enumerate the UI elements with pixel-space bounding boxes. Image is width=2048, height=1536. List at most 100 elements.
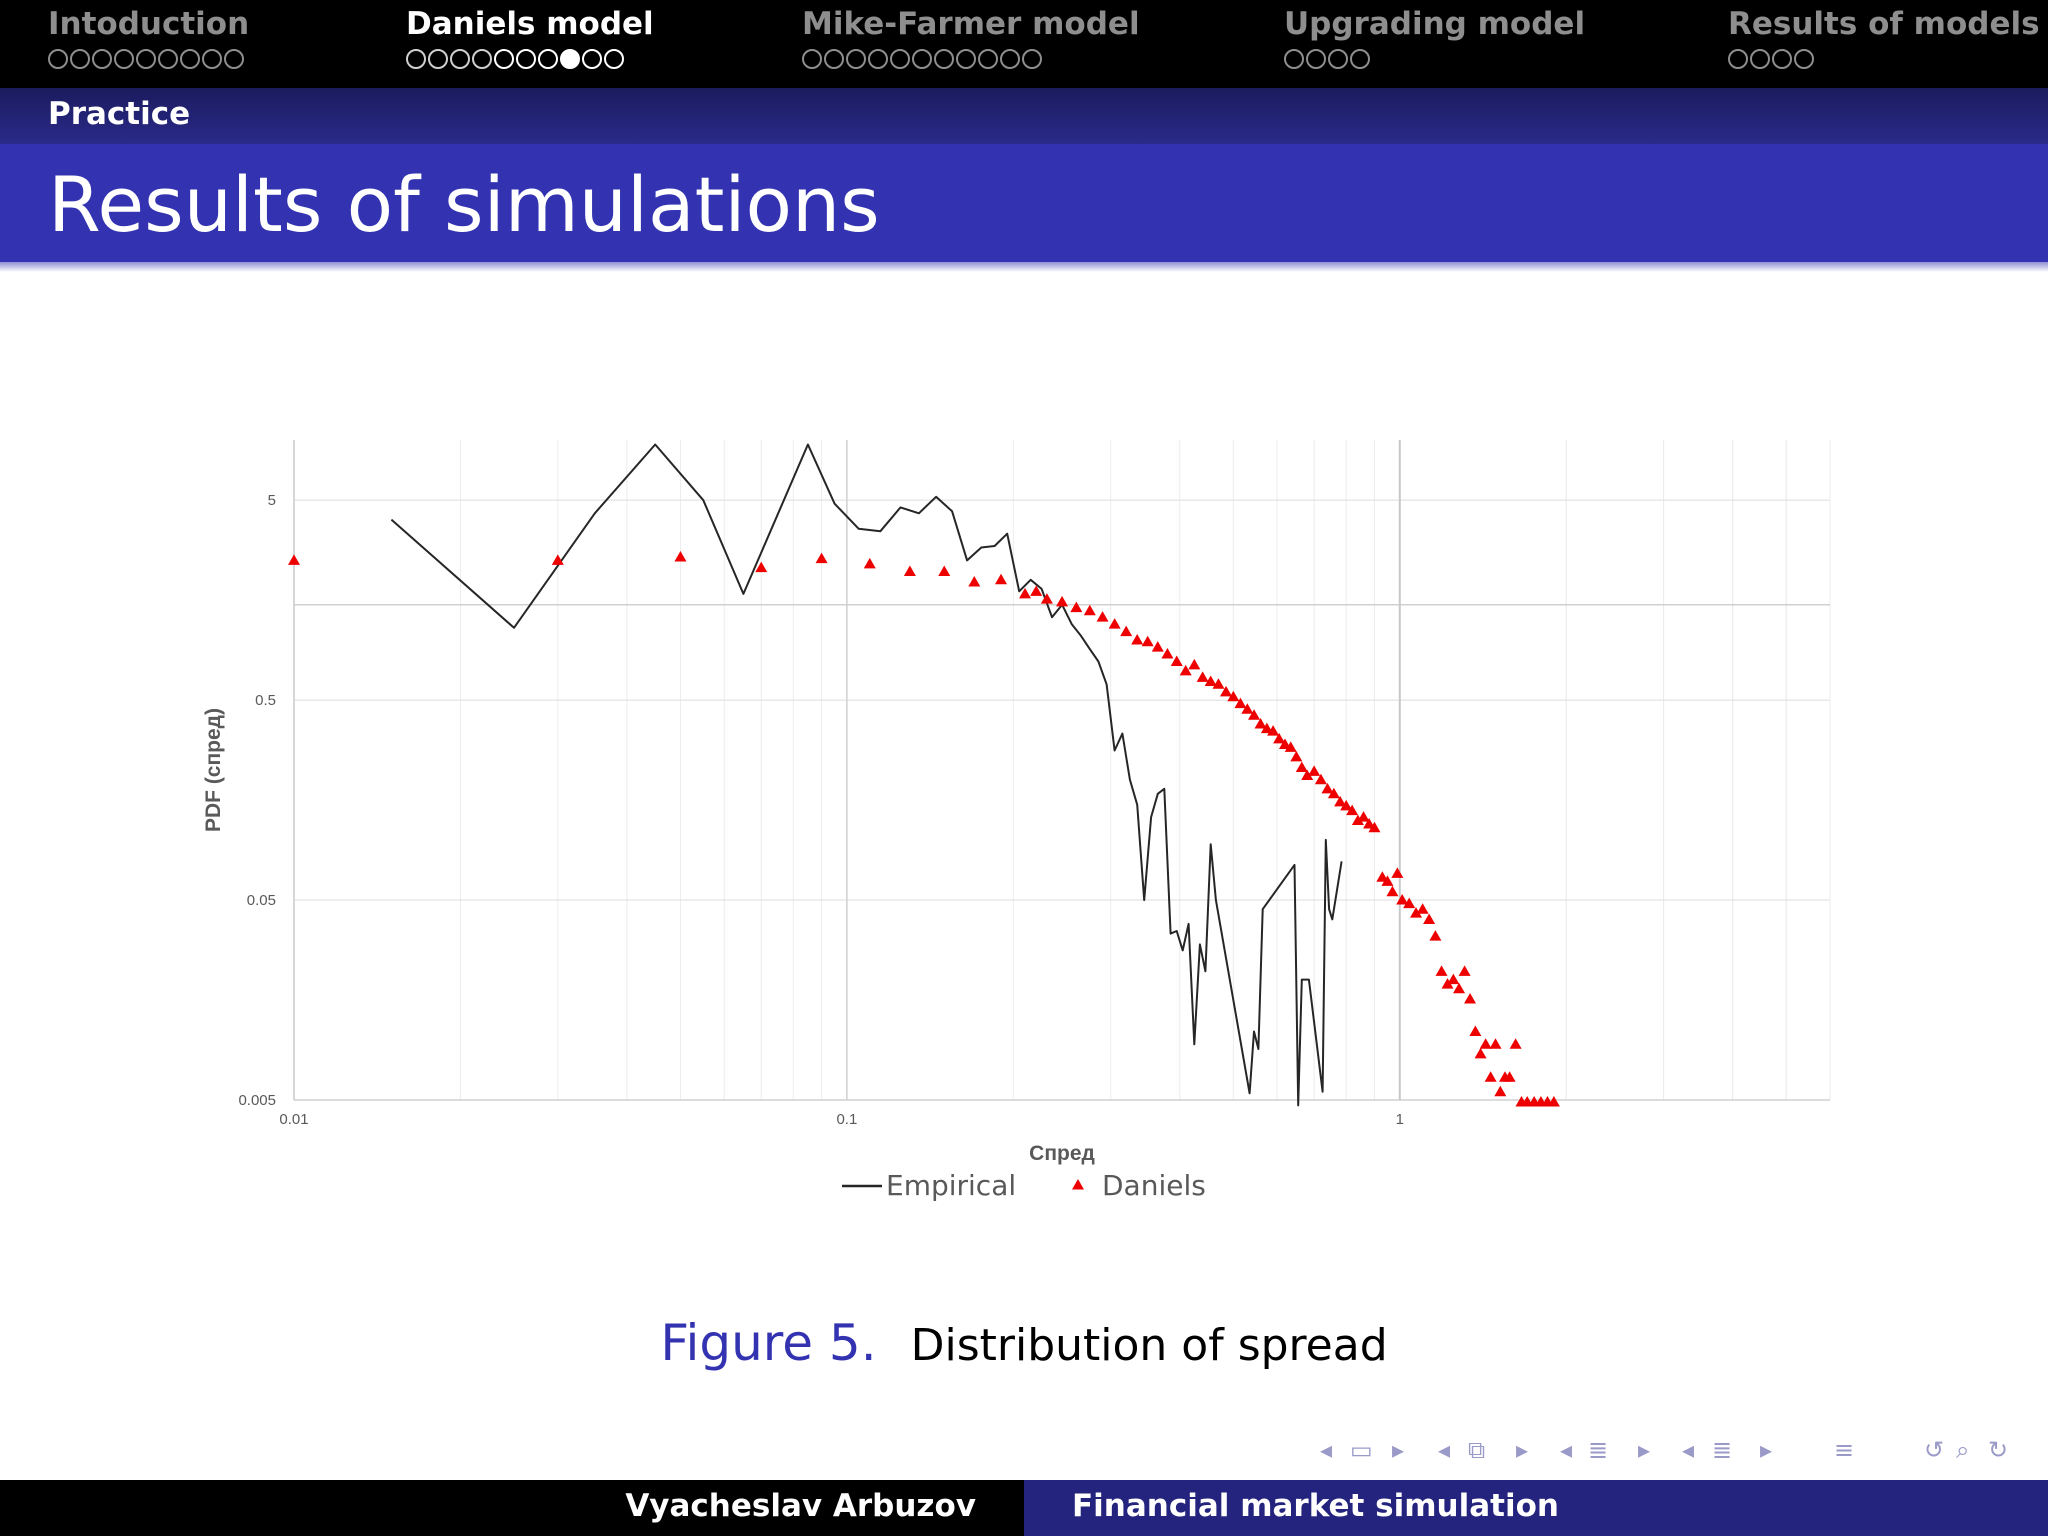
search-icon[interactable]: ⌕ bbox=[1956, 1436, 1970, 1464]
daniels-point bbox=[1489, 1038, 1502, 1049]
nav-left-icon[interactable]: ◂ bbox=[1320, 1436, 1333, 1464]
daniels-point bbox=[1030, 585, 1043, 596]
nav-section-title[interactable]: Results of models bbox=[1728, 6, 2040, 42]
nav-frame-dot[interactable] bbox=[890, 49, 910, 69]
subsection-title[interactable]: Practice bbox=[48, 96, 191, 132]
nav-frame-dot[interactable] bbox=[846, 49, 866, 69]
nav-frame-dot[interactable] bbox=[114, 49, 134, 69]
daniels-point bbox=[1120, 625, 1133, 637]
footer-title: Financial market simulation bbox=[1072, 1488, 1559, 1524]
nav-right-icon[interactable]: ▸ bbox=[1760, 1436, 1773, 1464]
nav-frame-dot[interactable] bbox=[582, 49, 602, 69]
nav-left-icon[interactable]: ◂ bbox=[1560, 1436, 1573, 1464]
nav-frame-dot[interactable] bbox=[494, 49, 514, 69]
daniels-point bbox=[1503, 1071, 1516, 1082]
daniels-point bbox=[1363, 818, 1376, 829]
nav-frame-dot[interactable] bbox=[1772, 49, 1792, 69]
daniels-point bbox=[1441, 978, 1454, 989]
daniels-point bbox=[1368, 821, 1381, 833]
nav-frame-dot[interactable] bbox=[538, 49, 558, 69]
subsection-icon[interactable]: ⧉ bbox=[1468, 1436, 1486, 1464]
nav-right-icon[interactable]: ▸ bbox=[1392, 1436, 1405, 1464]
footer-author: Vyacheslav Arbuzov bbox=[625, 1488, 976, 1524]
nav-frame-dot[interactable] bbox=[978, 49, 998, 69]
nav-frame-dot[interactable] bbox=[92, 49, 112, 69]
daniels-point bbox=[1453, 982, 1466, 994]
legend-swatch-daniels bbox=[1072, 1179, 1084, 1190]
daniels-point bbox=[755, 561, 768, 573]
nav-frame-dot[interactable] bbox=[472, 49, 492, 69]
daniels-point bbox=[674, 550, 687, 562]
nav-frame-dot[interactable] bbox=[560, 49, 580, 69]
nav-section-title[interactable]: Intoduction bbox=[48, 6, 250, 42]
nav-right-icon[interactable]: ▸ bbox=[1516, 1436, 1529, 1464]
daniels-point bbox=[1308, 765, 1321, 776]
nav-section-title[interactable]: Mike-Farmer model bbox=[802, 6, 1140, 42]
series-markers bbox=[288, 550, 1560, 1107]
nav-frame-dot[interactable] bbox=[224, 49, 244, 69]
nav-frame-dot[interactable] bbox=[406, 49, 426, 69]
nav-frame-dot[interactable] bbox=[956, 49, 976, 69]
section-icon[interactable]: ≣ bbox=[1588, 1436, 1609, 1464]
nav-frame-dot[interactable] bbox=[516, 49, 536, 69]
nav-frame-dot[interactable] bbox=[202, 49, 222, 69]
figure-caption: Figure 5. Distribution of spread bbox=[0, 1314, 2048, 1372]
nav-frame-dot[interactable] bbox=[1728, 49, 1748, 69]
nav-section-title[interactable]: Upgrading model bbox=[1284, 6, 1586, 42]
nav-frame-dot[interactable] bbox=[136, 49, 156, 69]
daniels-point bbox=[1204, 675, 1217, 686]
nav-frame-dot[interactable] bbox=[604, 49, 624, 69]
nav-left-icon[interactable]: ◂ bbox=[1682, 1436, 1695, 1464]
nav-frame-dot[interactable] bbox=[1284, 49, 1304, 69]
nav-frame-dot[interactable] bbox=[1350, 49, 1370, 69]
nav-section[interactable]: Intoduction bbox=[48, 4, 249, 70]
redo-icon[interactable]: ↻ bbox=[1988, 1436, 2009, 1464]
nav-frame-dot[interactable] bbox=[70, 49, 90, 69]
nav-frame-dot[interactable] bbox=[1794, 49, 1814, 69]
y-tick-label: 5 bbox=[268, 492, 276, 509]
nav-frame-dots bbox=[1284, 48, 1585, 70]
nav-frame-dot[interactable] bbox=[802, 49, 822, 69]
nav-frame-dot[interactable] bbox=[912, 49, 932, 69]
daniels-point bbox=[1334, 795, 1347, 807]
daniels-point bbox=[903, 565, 916, 576]
daniels-point bbox=[1469, 1025, 1482, 1037]
nav-frame-dot[interactable] bbox=[180, 49, 200, 69]
daniels-point bbox=[1416, 903, 1429, 914]
daniels-point bbox=[1141, 635, 1154, 647]
undo-icon[interactable]: ↺ bbox=[1924, 1436, 1945, 1464]
nav-frame-dot[interactable] bbox=[824, 49, 844, 69]
y-tick-label: 0.5 bbox=[255, 692, 276, 709]
nav-frame-dot[interactable] bbox=[1000, 49, 1020, 69]
daniels-point bbox=[1447, 973, 1460, 985]
daniels-point bbox=[815, 552, 828, 564]
nav-frame-dot[interactable] bbox=[450, 49, 470, 69]
nav-section[interactable]: Daniels model bbox=[406, 4, 654, 70]
nav-frame-dot[interactable] bbox=[158, 49, 178, 69]
daniels-point bbox=[1346, 804, 1359, 816]
nav-frame-dot[interactable] bbox=[1328, 49, 1348, 69]
nav-right-icon[interactable]: ▸ bbox=[1638, 1436, 1651, 1464]
nav-frame-dot[interactable] bbox=[428, 49, 448, 69]
nav-frame-dot[interactable] bbox=[1022, 49, 1042, 69]
daniels-point bbox=[1161, 648, 1174, 659]
daniels-point bbox=[1295, 761, 1308, 773]
frame-title-bar: Results of simulations bbox=[0, 144, 2048, 272]
nav-section[interactable]: Results of models bbox=[1728, 4, 2040, 70]
frame-icon[interactable]: ▭ bbox=[1350, 1436, 1373, 1464]
daniels-point bbox=[551, 554, 564, 565]
nav-section-title[interactable]: Daniels model bbox=[406, 6, 654, 42]
nav-frame-dot[interactable] bbox=[48, 49, 68, 69]
nav-frame-dot[interactable] bbox=[1750, 49, 1770, 69]
series-line-empirical bbox=[390, 443, 1343, 1107]
nav-left-icon[interactable]: ◂ bbox=[1438, 1436, 1451, 1464]
legend-label-empirical: Empirical bbox=[886, 1169, 1016, 1202]
nav-frame-dot[interactable] bbox=[1306, 49, 1326, 69]
nav-frame-dot[interactable] bbox=[934, 49, 954, 69]
nav-section[interactable]: Mike-Farmer model bbox=[802, 4, 1140, 70]
nav-section[interactable]: Upgrading model bbox=[1284, 4, 1585, 70]
list-icon[interactable]: ≡ bbox=[1834, 1436, 1855, 1464]
y-axis-label: PDF (спред) bbox=[202, 708, 225, 832]
section-icon[interactable]: ≣ bbox=[1712, 1436, 1733, 1464]
nav-frame-dot[interactable] bbox=[868, 49, 888, 69]
